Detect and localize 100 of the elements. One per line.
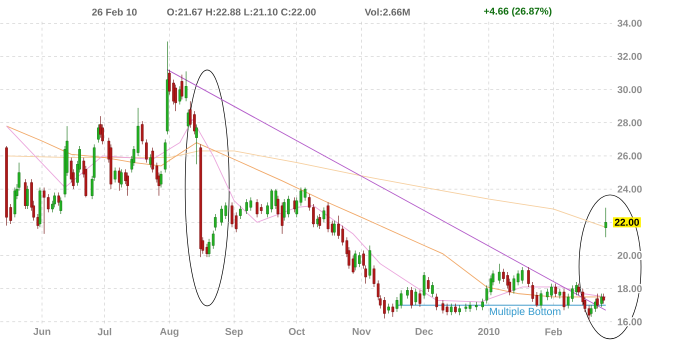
candlestick: [527, 266, 530, 288]
candlestick: [396, 296, 398, 312]
x-tick-label: Dec: [416, 328, 433, 336]
candlestick: [446, 303, 448, 316]
candlestick: [270, 188, 274, 213]
candlestick: [418, 290, 422, 308]
x-tick-label: Sep: [225, 328, 243, 338]
candlestick: [422, 272, 426, 299]
candlestick: [590, 305, 593, 318]
y-tick-label: 34.00: [617, 20, 642, 27]
candlestick: [282, 198, 286, 222]
annotation: Multiple Bottom: [490, 308, 560, 318]
candlestick: [391, 303, 394, 318]
y-tick-label: 26.00: [618, 152, 642, 160]
candlestick: [214, 214, 217, 231]
candlestick: [280, 202, 284, 234]
x-tick-label: Jun: [33, 328, 50, 336]
text: Vol:2.66M: [364, 8, 410, 16]
candlestick: [180, 74, 184, 100]
y-tick-label: 30.00: [617, 86, 642, 94]
candlestick: [120, 168, 123, 188]
y-tick-label: 24.00: [618, 186, 642, 193]
y-tick-label: 20.00: [618, 252, 642, 260]
candlestick: [387, 303, 390, 314]
candlestick: [604, 207, 608, 238]
candlestick: [326, 202, 330, 233]
candlestick: [224, 202, 228, 220]
candlestick: [512, 275, 516, 294]
candlestick: [540, 290, 542, 309]
text: +4.66 (26.87%): [484, 7, 552, 17]
candlestick: [256, 198, 258, 218]
candlestick: [400, 290, 402, 309]
candlestick: [186, 109, 190, 130]
candlestick: [193, 110, 196, 135]
candlestick: [178, 86, 182, 105]
candlestick: [454, 303, 457, 314]
candlestick: [414, 288, 418, 306]
candlestick: [59, 197, 62, 214]
candlestick: [220, 205, 223, 226]
text: O:21.67 H:22.88 L:21.10 C:22.00: [167, 8, 316, 16]
candlestick: [562, 288, 566, 311]
candlestick: [260, 204, 263, 214]
candlestick: [145, 139, 148, 163]
x-tick-label: Aug: [160, 328, 178, 338]
candlestick: [550, 283, 553, 299]
candlestick: [600, 293, 603, 308]
candlestick: [114, 167, 116, 183]
candlestick: [602, 293, 606, 304]
candlestick: [596, 293, 599, 309]
candlestick: [337, 215, 340, 240]
x-tick-label: 2010: [478, 328, 500, 336]
candlestick: [46, 194, 50, 213]
x-tick-label: Oct: [288, 328, 305, 336]
candlestick: [468, 302, 472, 312]
candlestick: [442, 300, 444, 314]
chart-title: 26 Feb 10: [92, 8, 137, 16]
candlestick: [332, 220, 336, 236]
x-tick-label: Jul: [98, 328, 112, 336]
candlestick: [230, 202, 234, 228]
y-tick-label: 28.00: [618, 119, 642, 126]
x-tick-label: Nov: [352, 328, 371, 336]
y-tick-label: 18.00: [618, 285, 642, 292]
candlestick: [57, 192, 60, 206]
candlestick: [318, 214, 322, 230]
annotation: 22.00: [614, 218, 639, 226]
y-tick-label: 16.00: [618, 318, 642, 326]
candlestick: [594, 298, 597, 312]
candlestick: [531, 282, 534, 302]
y-tick-label: 32.00: [617, 52, 642, 60]
candlestick: [140, 120, 144, 145]
candlestick: [458, 305, 461, 316]
candlestick: [498, 264, 501, 284]
candlestick: [304, 187, 306, 202]
candlestick: [450, 303, 453, 316]
candlestick: [195, 124, 198, 165]
candlestick: [239, 205, 242, 220]
candlestick: [554, 283, 558, 298]
candlestick: [354, 250, 357, 271]
candlestick: [410, 286, 413, 309]
candlestick: [426, 276, 430, 292]
x-tick-label: Feb: [545, 328, 562, 336]
candlestick: [558, 288, 562, 299]
candlestick: [293, 197, 296, 213]
candlestick: [126, 172, 129, 196]
candlestick: [188, 100, 192, 128]
candlestick: [502, 268, 505, 282]
candlestick: [481, 298, 484, 311]
candlestick: [42, 187, 46, 234]
candlestick: [322, 207, 326, 223]
candlestick: [26, 186, 29, 210]
candlestick: [249, 197, 252, 212]
candlestick: [520, 266, 524, 284]
candlestick: [97, 124, 100, 144]
candlestick: [383, 296, 386, 319]
candlestick: [546, 288, 549, 301]
candlestick: [160, 170, 162, 188]
candlestick: [406, 286, 409, 299]
candlestick: [14, 187, 16, 218]
candlestick: [184, 71, 188, 102]
candlestick: [435, 293, 438, 311]
